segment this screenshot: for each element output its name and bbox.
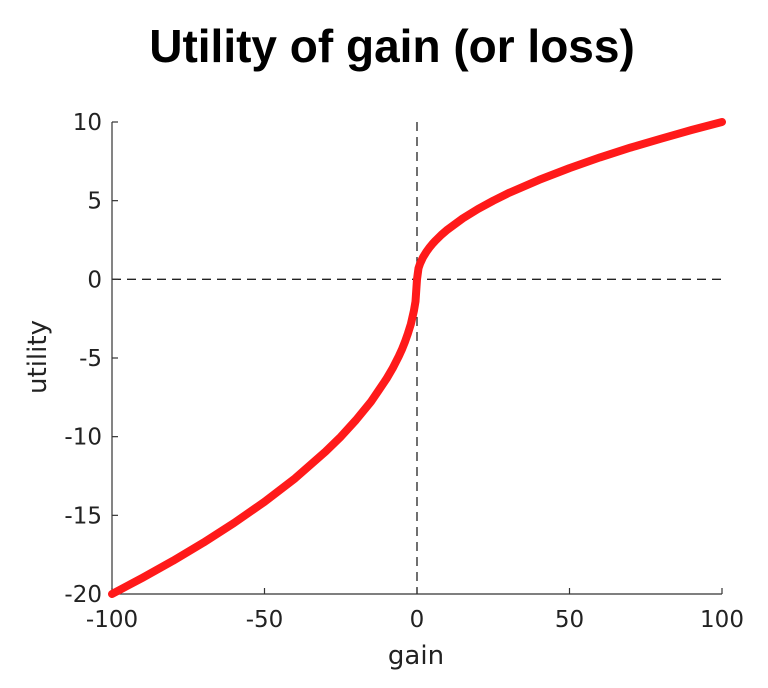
x-tick-label: 100 [700,607,744,633]
x-tick-label: -50 [246,607,284,633]
y-tick-label: 5 [87,189,102,215]
x-axis-label: gain [388,641,444,671]
y-tick-label: -20 [64,582,102,608]
chart-title: Utility of gain (or loss) [149,20,635,72]
y-tick-label: 10 [73,110,102,136]
x-tick-label: 50 [555,607,584,633]
y-tick-label: -10 [64,425,102,451]
utility-curve [108,118,726,598]
y-axis-label: utility [23,320,53,394]
x-tick-label: 0 [410,607,425,633]
y-tick-label: -15 [64,503,102,529]
y-tick-label: 0 [87,267,102,293]
y-tick-label: -5 [79,346,102,372]
x-tick-label: -100 [86,607,138,633]
